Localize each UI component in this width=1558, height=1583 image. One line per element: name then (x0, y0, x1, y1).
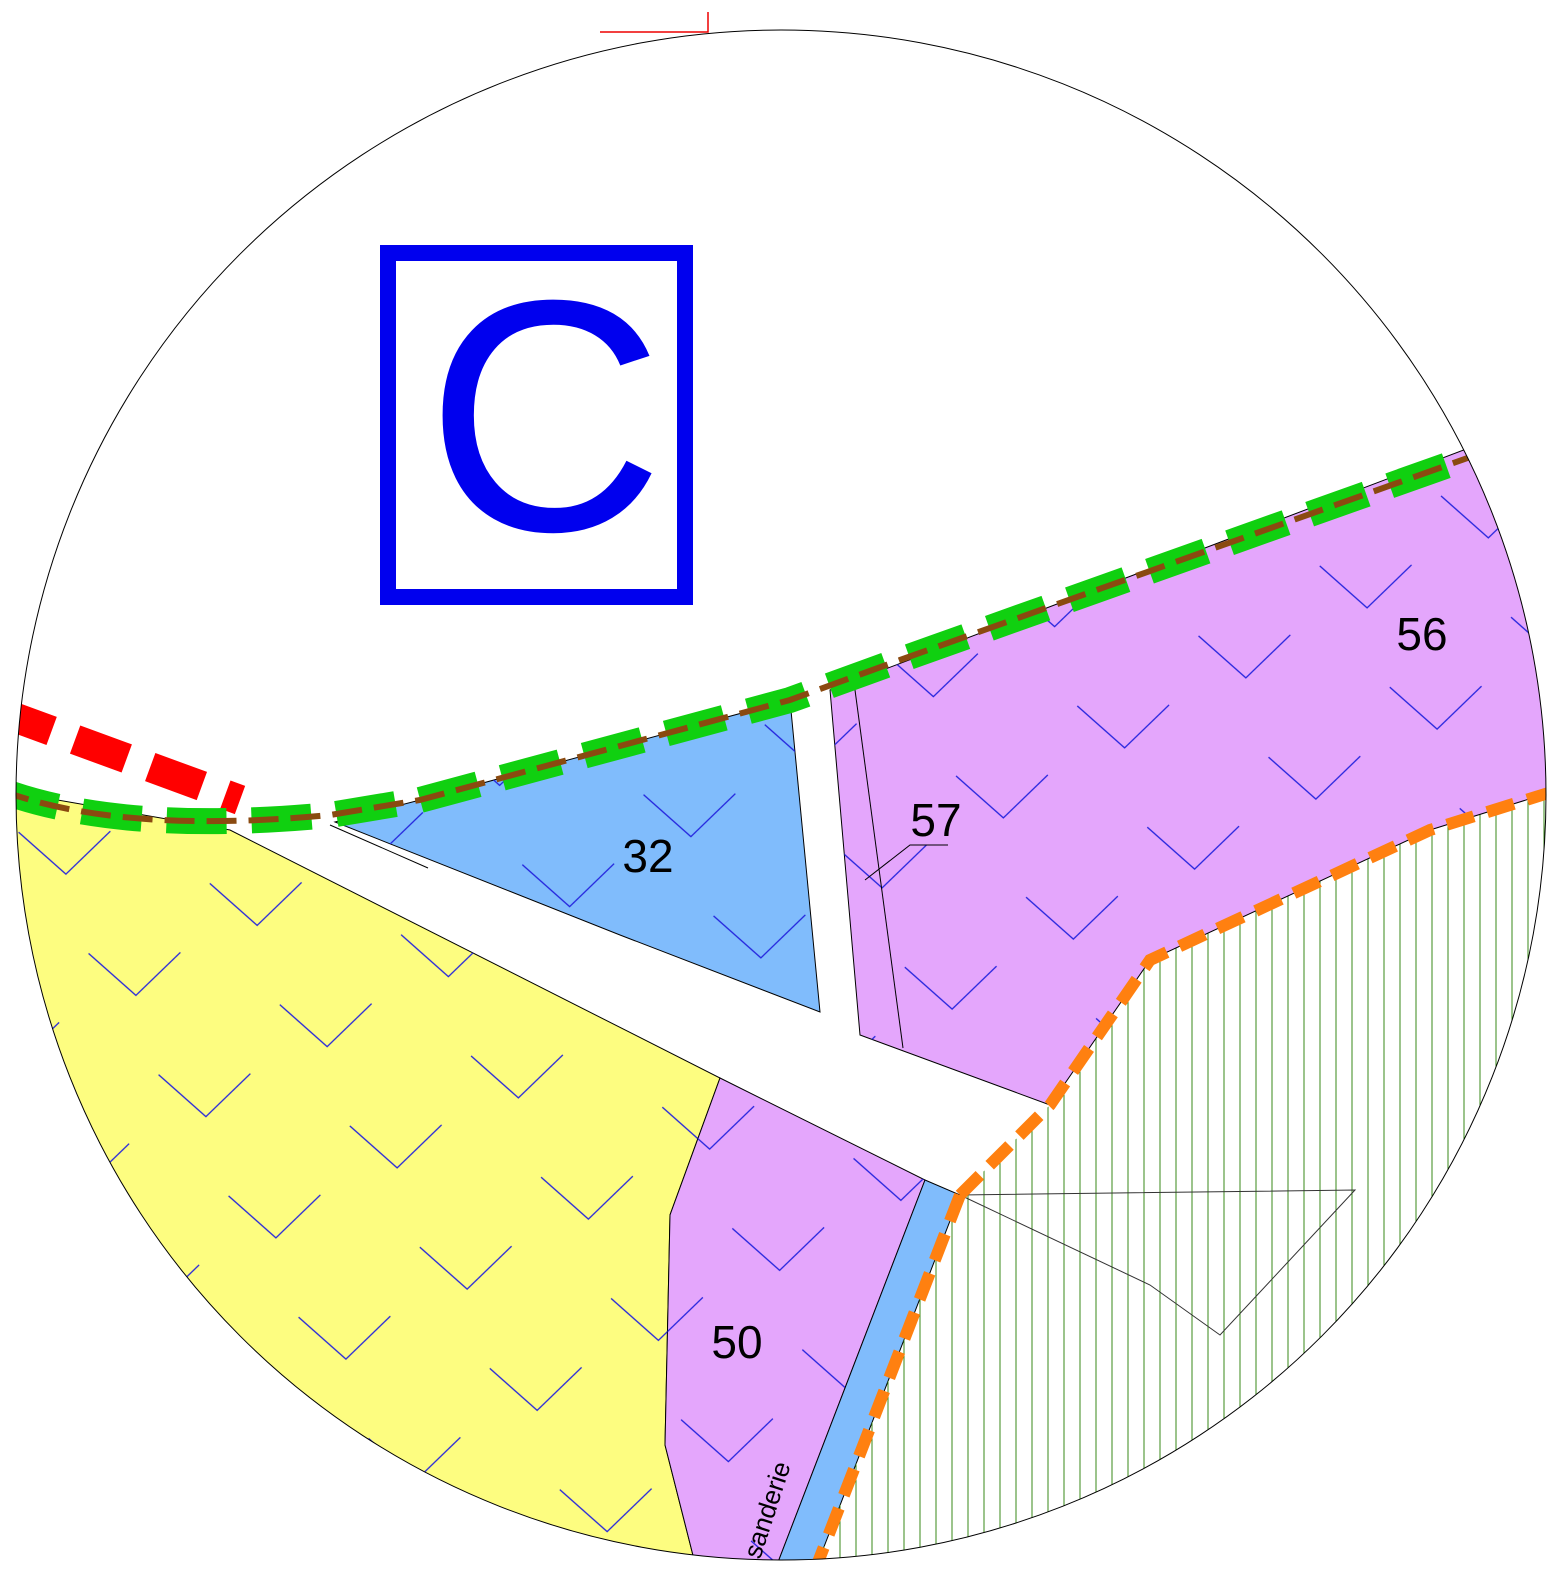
parcels (16, 417, 1546, 1560)
parcel-label: 50 (711, 1316, 762, 1368)
line (329, 824, 429, 869)
red-boundary (16, 697, 246, 815)
blue-strip (769, 1179, 961, 1560)
orange-boundary (955, 784, 1546, 1200)
parcel-50-hatch (665, 1078, 925, 1560)
frame-circle (15, 29, 1547, 1561)
parcel-label: 32 (622, 830, 673, 882)
parcel-label: 57 (910, 794, 961, 846)
orange-boundary (804, 1192, 966, 1560)
brown-boundary (16, 427, 1546, 825)
leader (864, 844, 948, 881)
parcel-32-hatch (335, 700, 820, 1012)
red-outline (600, 12, 709, 33)
outline (959, 1189, 1357, 1336)
zone-label: C (426, 231, 664, 600)
parcel-label: 56 (1396, 608, 1447, 660)
parcel-56-hatch (830, 430, 1546, 1105)
zone-box (380, 245, 693, 605)
